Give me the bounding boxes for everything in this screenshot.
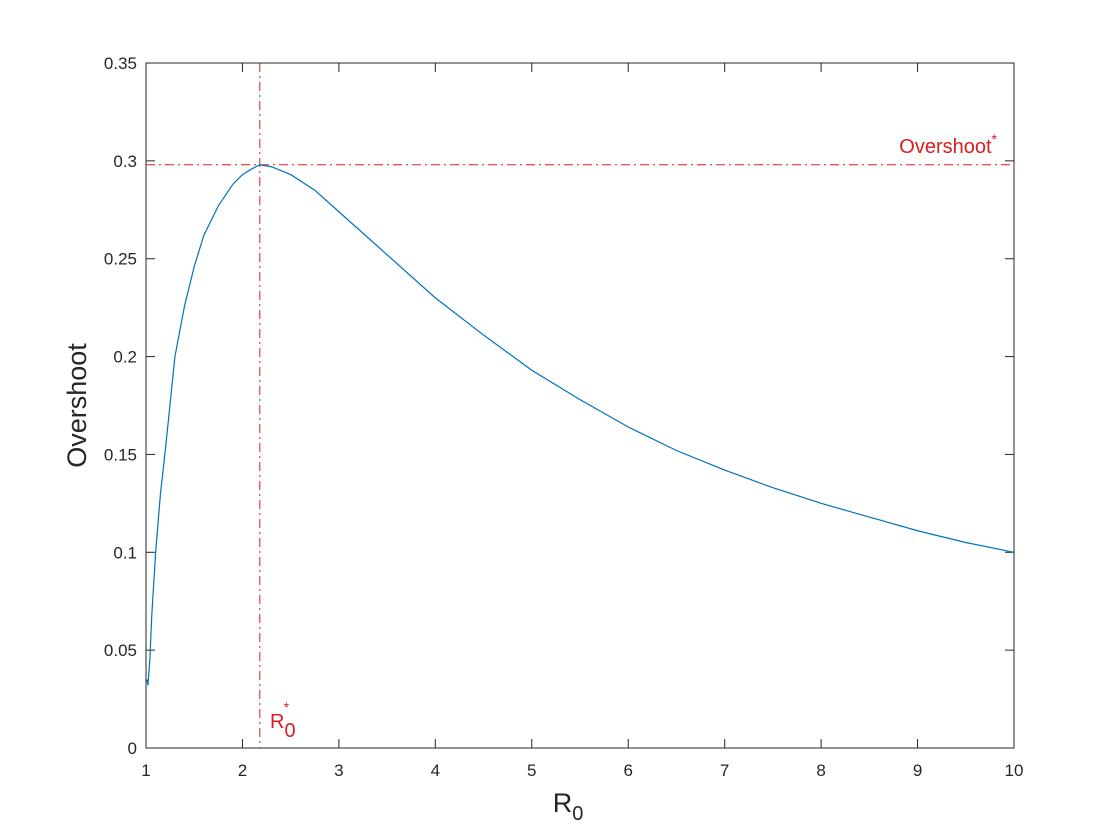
x-axis-label-sub: 0 [572,803,583,825]
x-tick-label: 7 [720,761,729,780]
annotation: Overshoot* [899,131,997,158]
y-axis-label: Overshoot [62,343,92,468]
x-tick-label: 5 [527,761,536,780]
annotation-text: Overshoot [899,136,992,158]
annotation-sup: * [284,699,290,715]
x-axis-label-text: R [553,788,573,818]
x-axis-label: R0 [553,788,584,825]
annotation: R0 * [270,699,296,742]
y-tick-label: 0 [128,739,137,758]
annotation-text: R [270,711,284,733]
y-tick-label: 0.3 [113,152,137,171]
x-tick-label: 10 [1005,761,1024,780]
data-line [146,164,1015,686]
y-tick-label: 0.1 [113,543,137,562]
x-tick-label: 3 [334,761,343,780]
x-tick-label: 4 [431,761,440,780]
x-tick-label: 2 [238,761,247,780]
axes-box [145,62,1015,749]
annotation-sup: * [992,131,998,147]
x-tick-label: 8 [816,761,825,780]
y-tick-label: 0.25 [104,250,137,269]
y-tick-label: 0.15 [104,445,137,464]
y-tick-label: 0.35 [104,54,137,73]
x-tick-label: 1 [141,761,150,780]
x-tick-label: 9 [913,761,922,780]
y-tick-label: 0.05 [104,641,137,660]
y-tick-label: 0.2 [113,348,137,367]
x-tick-label: 6 [623,761,632,780]
annotation-sub: 0 [284,720,295,742]
